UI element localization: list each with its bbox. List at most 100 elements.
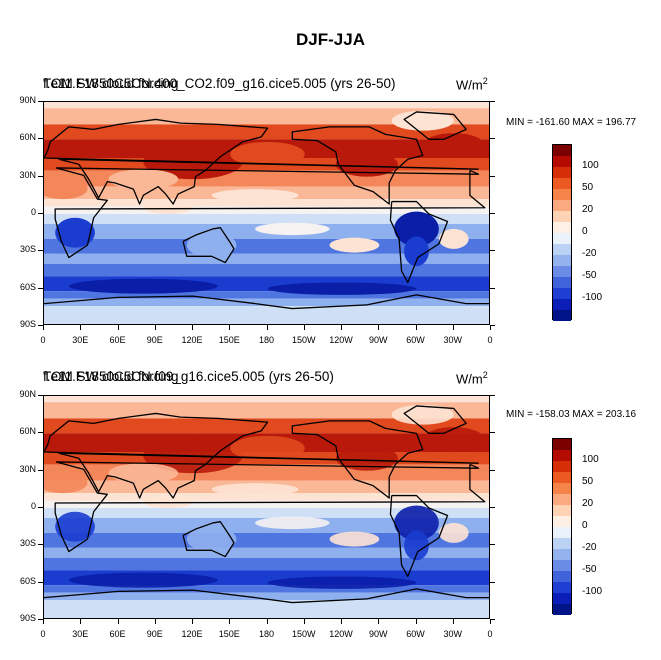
field-contour [230,141,305,167]
field-band [44,253,489,264]
field-contour [422,427,485,452]
coastline [182,521,235,558]
field-contour [335,151,398,177]
latitude-tick-label: 30N [19,169,36,180]
coastline [389,494,449,578]
colorbar-segment [553,255,571,266]
field-band [44,263,489,277]
longitude-tick [192,619,193,624]
longitude-tick [192,325,193,330]
latitude-tick [490,544,495,546]
longitude-tick-label: 60E [109,629,126,639]
field-band [44,592,489,601]
latitude-tick [38,619,43,620]
latitude-tick [38,432,43,434]
latitude-tick [38,581,43,583]
latitude-tick-label: 60N [19,426,36,437]
field-contour [44,473,88,494]
colorbar-segment [553,472,571,483]
colorbar-segment [553,560,571,571]
field-contour [267,282,417,295]
latitude-tick-label: 90S [19,319,36,329]
longitude-tick-label: 180 [258,335,275,345]
field-contour [143,495,193,508]
colorbar-segment [553,222,571,233]
latitude-tick [490,287,495,289]
colorbar-segment [553,461,571,472]
field-contour [391,404,454,425]
coastline [389,200,449,284]
longitude-tick-label: 90W [368,335,388,345]
field-band [44,418,489,434]
coastline [403,111,467,140]
field-contour [394,505,439,541]
units-label: W/m2 [456,76,488,93]
map-field [44,396,489,618]
latitude-tick [38,469,43,471]
longitude-tick-label: 150E [218,629,240,639]
colorbar-tick-label: 50 [582,476,594,487]
colorbar-segment [553,233,571,244]
map-panel-2: TOM SW cloud forcing f.e11.F1850C5CN.f09… [0,364,661,654]
latitude-tick-label: 0 [30,207,36,217]
map-plot [43,101,490,325]
field-contour [68,278,218,294]
colorbar-tick-label: 0 [582,520,588,531]
latitude-tick [490,101,495,102]
colorbar-segment [553,582,571,593]
longitude-tick [229,325,231,330]
latitude-tick [490,432,495,434]
colorbar-segment [553,211,571,222]
colorbar-segment [553,483,571,494]
coastline [182,227,235,264]
latitude-tick [490,213,495,214]
coastline [54,167,486,259]
latitude-tick [490,250,495,252]
longitude-tick [154,325,156,330]
panel-case-title: f.e11.F1850C5CN.f09_g16.cice5.005 (yrs 2… [43,369,334,384]
longitude-tick-label: 60E [109,335,126,345]
longitude-tick-label: 150E [218,335,240,345]
field-contour [438,522,469,543]
longitude-tick-label: 30W [443,629,463,639]
field-contour [391,110,454,131]
longitude-tick [80,325,82,330]
longitude-tick-label: 0 [487,629,493,639]
colorbar-segment [553,450,571,461]
latitude-tick [38,507,43,508]
field-band [44,396,489,403]
colorbar-segment [553,189,571,200]
colorbar-tick-label: 100 [582,454,599,465]
colorbar-tick-label: 100 [582,160,599,171]
colorbar-segment [553,593,571,604]
colorbar-tick-label: 20 [582,498,594,509]
colorbar-tick-label: 20 [582,204,594,215]
latitude-tick [38,395,43,396]
field-band [44,557,489,571]
latitude-tick [490,507,495,508]
field-contour [186,232,237,258]
field-contour [255,516,330,530]
field-band [44,298,489,307]
field-contour [143,201,193,214]
longitude-tick [303,325,305,330]
field-contour [55,217,95,248]
latitude-tick [38,138,43,140]
field-band [44,500,489,508]
colorbar-tick-label: 0 [582,226,588,237]
field-contour [68,572,218,588]
latitude-tick-label: 60N [19,132,36,143]
longitude-tick-label: 60W [406,629,425,639]
field-band [44,306,489,324]
units-label: W/m2 [456,370,488,387]
field-band [44,124,489,140]
longitude-tick [341,325,342,330]
field-band [44,508,489,518]
colorbar-segment [553,310,571,321]
longitude-tick-label: 180 [258,629,275,639]
colorbar [552,438,572,615]
field-contour [267,576,417,589]
longitude-tick [266,325,268,330]
longitude-tick [229,619,231,624]
map-panel-1: TOM SW cloud forcing f.e11.F1850C5CN.400… [0,70,661,360]
